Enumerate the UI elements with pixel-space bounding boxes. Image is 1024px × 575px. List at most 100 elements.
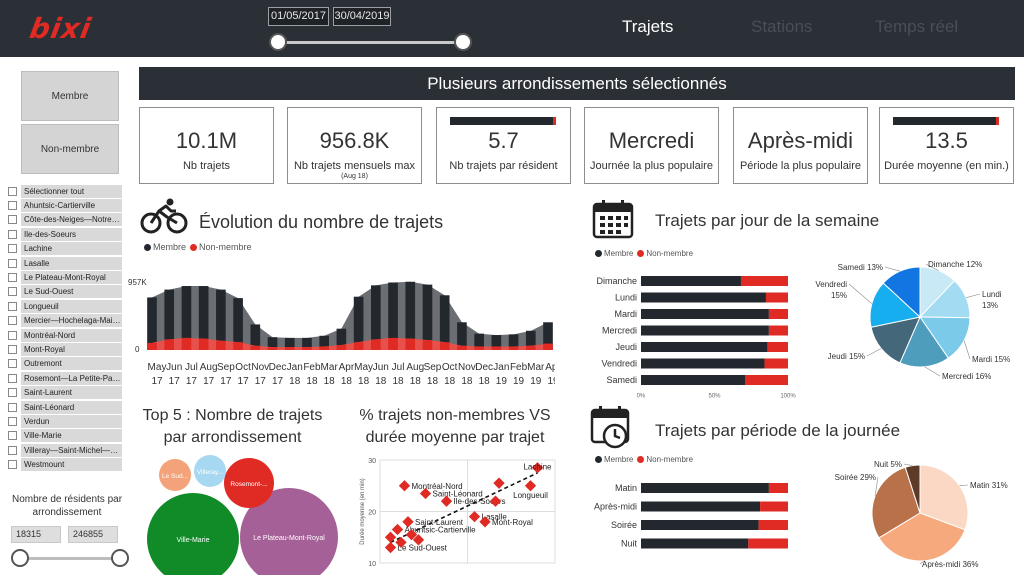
checkbox[interactable] (8, 287, 17, 297)
checkbox[interactable] (8, 445, 17, 455)
member-bar (284, 337, 295, 350)
checkbox[interactable] (8, 373, 17, 383)
borough-label: Mont-Royal (21, 342, 122, 356)
borough-item[interactable]: Outremont (8, 357, 122, 371)
tab-stations[interactable]: Stations (751, 17, 813, 36)
borough-label: Sélectionner tout (21, 184, 122, 198)
borough-item[interactable]: Mercier—Hochelaga-Maisonneuve (8, 314, 122, 328)
non-membre-filter-button[interactable]: Non-membre (21, 124, 119, 174)
checkbox[interactable] (8, 215, 17, 225)
checkbox[interactable] (8, 258, 17, 268)
checkbox[interactable] (8, 344, 17, 354)
borough-item[interactable]: Lachine (8, 242, 122, 256)
checkbox[interactable] (8, 229, 17, 239)
non-member-bar (405, 338, 416, 350)
residents-max-input[interactable]: 246855 (68, 526, 118, 543)
kpi-gauge-bar (450, 117, 556, 125)
x-tick-label: 0% (637, 394, 646, 400)
member-bar (641, 292, 766, 303)
legend-member-swatch (595, 250, 602, 257)
checkbox[interactable] (8, 316, 17, 326)
borough-item[interactable]: Rosemont—La Petite-Patrie (8, 371, 122, 385)
x-tick-year: 18 (479, 376, 491, 387)
borough-label: Le Sud-Ouest (21, 285, 122, 299)
borough-item[interactable]: Lasalle (8, 256, 122, 270)
x-tick-year: 18 (306, 376, 318, 387)
borough-item[interactable]: Le Sud-Ouest (8, 285, 122, 299)
x-tick-year: 18 (358, 376, 370, 387)
borough-item[interactable]: Westmount (8, 457, 122, 472)
borough-item[interactable]: Montréal-Nord (8, 328, 122, 342)
checkbox[interactable] (8, 388, 17, 398)
pie-label: Jeudi 15% (828, 352, 865, 361)
checkbox[interactable] (8, 244, 17, 254)
borough-item[interactable]: Saint-Léonard (8, 400, 122, 414)
member-bar (641, 501, 761, 512)
member-bar (302, 337, 312, 350)
date-range-slider-track[interactable] (277, 41, 463, 44)
borough-label: Longueuil (21, 299, 122, 313)
member-bar (336, 328, 347, 350)
x-tick-year: 19 (513, 376, 525, 387)
borough-item[interactable]: Sélectionner tout (8, 184, 122, 198)
pie-pct-label: 15% (831, 291, 847, 300)
checkbox[interactable] (8, 402, 17, 412)
residents-min-input[interactable]: 18315 (11, 526, 61, 543)
borough-item[interactable]: Ile-des-Soeurs (8, 227, 122, 241)
y-tick-label: 0 (135, 345, 140, 354)
borough-label: Ahuntsic-Cartierville (21, 199, 122, 213)
residents-max-handle[interactable] (111, 549, 129, 567)
borough-item[interactable]: Mont-Royal (8, 342, 122, 356)
x-tick-year: 18 (444, 376, 456, 387)
borough-item[interactable]: Verdun (8, 414, 122, 428)
non-member-bar (768, 483, 788, 493)
membre-filter-button[interactable]: Membre (21, 71, 119, 121)
residents-min-handle[interactable] (11, 549, 29, 567)
legend-member-swatch (595, 456, 602, 463)
pie-slice (870, 316, 921, 364)
member-bar (641, 520, 759, 530)
x-tick-year: 17 (169, 376, 181, 387)
member-bar (388, 282, 398, 350)
borough-item[interactable]: Ville-Marie (8, 429, 122, 443)
tab-trajets[interactable]: Trajets (622, 17, 674, 36)
x-tick-year: 17 (238, 376, 250, 387)
y-tick-label: 30 (368, 458, 376, 465)
checkbox[interactable] (8, 359, 17, 369)
date-start-input[interactable]: 01/05/2017 (268, 7, 329, 26)
borough-item[interactable]: Saint-Laurent (8, 385, 122, 400)
borough-item[interactable]: Villeray—Saint-Michel—Parc-Extension (8, 443, 122, 457)
scatter-point (384, 541, 397, 554)
date-range-end-handle[interactable] (454, 33, 472, 51)
checkbox[interactable] (8, 330, 17, 340)
checkbox[interactable] (8, 201, 17, 211)
non-member-bar (765, 292, 788, 303)
borough-item[interactable]: Le Plateau-Mont-Royal (8, 270, 122, 285)
checkbox[interactable] (8, 273, 17, 283)
x-tick-year: 18 (410, 376, 422, 387)
checkbox[interactable] (8, 186, 17, 196)
category-label: Après-midi (594, 502, 637, 512)
non-member-bar (250, 345, 261, 350)
checkbox[interactable] (8, 301, 17, 311)
residents-slider-track[interactable] (20, 557, 120, 560)
borough-item[interactable]: Longueuil (8, 299, 122, 313)
leader-line (924, 366, 941, 377)
checkbox[interactable] (8, 416, 17, 426)
non-member-bar (284, 347, 295, 350)
bubble (224, 458, 274, 508)
checkbox[interactable] (8, 460, 17, 470)
borough-item[interactable]: Côte-des-Neiges—Notre-Dame-de-Grâce (8, 213, 122, 227)
non-member-bar (388, 337, 398, 350)
date-range-start-handle[interactable] (269, 33, 287, 51)
date-end-input[interactable]: 30/04/2019 (333, 7, 391, 26)
non-member-bar (767, 342, 788, 352)
x-tick-month: Sep (424, 362, 442, 373)
bixi-logo[interactable]: bixi (27, 12, 95, 45)
y-tick-label: 20 (368, 510, 376, 517)
non-member-bar (216, 340, 226, 350)
tab-temps-reel[interactable]: Temps réel (875, 17, 959, 36)
checkbox[interactable] (8, 431, 17, 441)
borough-item[interactable]: Ahuntsic-Cartierville (8, 198, 122, 213)
trend-line (390, 472, 538, 544)
